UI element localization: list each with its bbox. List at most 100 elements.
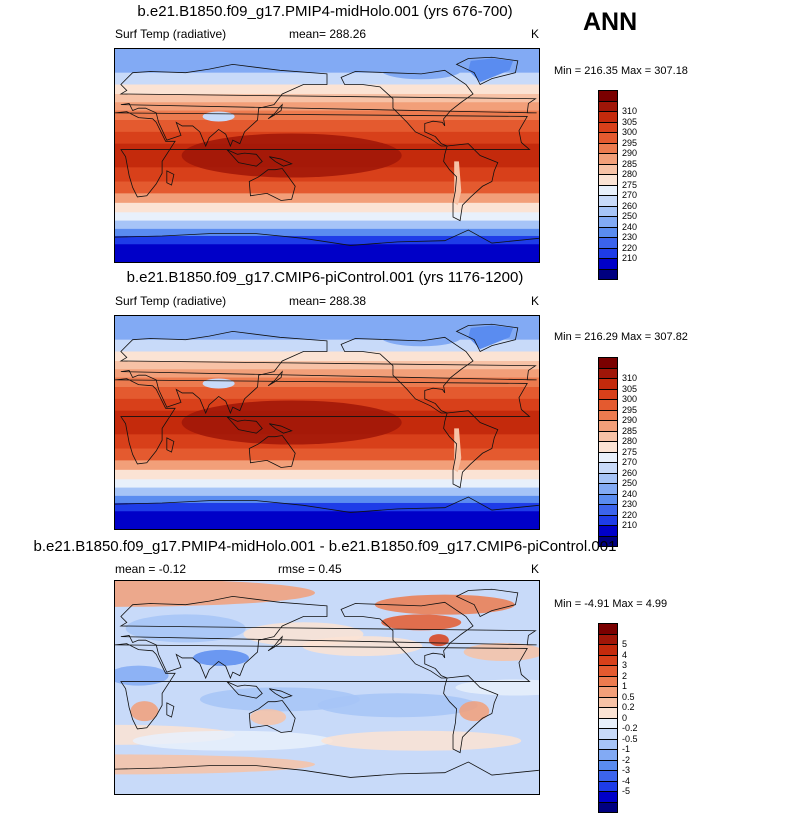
tibetan-plateau xyxy=(203,378,235,388)
difference-anomaly xyxy=(133,731,333,751)
difference-anomaly xyxy=(250,709,286,725)
map-canvas xyxy=(115,316,539,529)
difference-anomaly xyxy=(429,634,449,646)
colorbar-tick-label: -5 xyxy=(622,786,630,796)
warm-pool xyxy=(182,134,402,178)
colorbar-tick-label: 0 xyxy=(622,713,627,723)
panel2-surface-temperature-map xyxy=(114,315,540,530)
colorbar-tick-label: 310 xyxy=(622,373,637,383)
panel1-units-label: K xyxy=(531,27,539,41)
panel1-mean-label: mean= 288.26 xyxy=(289,27,366,41)
colorbar-tick-label: 280 xyxy=(622,169,637,179)
panel3-title: b.e21.B1850.f09_g17.PMIP4-midHolo.001 - … xyxy=(0,538,650,555)
temperature-band xyxy=(115,212,539,221)
colorbar-tick-label: 305 xyxy=(622,117,637,127)
colorbar-tick-label: 270 xyxy=(622,457,637,467)
map-canvas xyxy=(115,49,539,262)
difference-anomaly xyxy=(459,701,489,721)
panel1-surface-temperature-map xyxy=(114,48,540,263)
colorbar-tick-label: 285 xyxy=(622,159,637,169)
temperature-band xyxy=(115,470,539,480)
temperature-band xyxy=(115,221,539,230)
panel3-difference-map xyxy=(114,580,540,795)
colorbar-tick-label: 285 xyxy=(622,426,637,436)
colorbar-tick-label: 230 xyxy=(622,499,637,509)
tibetan-plateau xyxy=(203,111,235,121)
colorbar-tick-label: 1 xyxy=(622,681,627,691)
colorbar-tick-label: 2 xyxy=(622,671,627,681)
panel3-rmse-label: rmse = 0.45 xyxy=(278,562,342,576)
colorbar-tick-label: 240 xyxy=(622,222,637,232)
colorbar-tick-label: 210 xyxy=(622,253,637,263)
colorbar-tick-label: -1 xyxy=(622,744,630,754)
colorbar-swatch xyxy=(598,802,618,813)
panel3-mean-label: mean = -0.12 xyxy=(115,562,186,576)
temperature-band xyxy=(115,193,539,203)
temperature-band xyxy=(115,488,539,497)
colorbar-tick-label: 260 xyxy=(622,468,637,478)
temperature-band xyxy=(115,479,539,488)
panel2-title: b.e21.B1850.f09_g17.CMIP6-piControl.001 … xyxy=(0,269,650,286)
colorbar-tick-label: 275 xyxy=(622,447,637,457)
colorbar-tick-label: -2 xyxy=(622,755,630,765)
colorbar-tick-label: 220 xyxy=(622,243,637,253)
panel1-title: b.e21.B1850.f09_g17.PMIP4-midHolo.001 (y… xyxy=(0,3,650,20)
colorbar-tick-label: 3 xyxy=(622,660,627,670)
difference-anomaly xyxy=(302,636,422,656)
temperature-band xyxy=(115,460,539,470)
temperature-band xyxy=(115,503,539,512)
map-canvas xyxy=(115,581,539,794)
colorbar-tick-label: 295 xyxy=(622,138,637,148)
temperature-band xyxy=(115,244,539,262)
colorbar-tick-label: 300 xyxy=(622,127,637,137)
colorbar-tick-label: 280 xyxy=(622,436,637,446)
panel3-minmax-label: Min = -4.91 Max = 4.99 xyxy=(554,598,667,610)
panel1-minmax-label: Min = 216.35 Max = 307.18 xyxy=(554,65,688,77)
temperature-band xyxy=(115,203,539,213)
difference-anomaly xyxy=(321,731,521,751)
temperature-band xyxy=(115,102,539,111)
colorbar-tick-label: 295 xyxy=(622,405,637,415)
colorbar-tick-label: -0.2 xyxy=(622,723,638,733)
panel2-minmax-label: Min = 216.29 Max = 307.82 xyxy=(554,331,688,343)
panel3-units-label: K xyxy=(531,562,539,576)
colorbar-tick-label: 250 xyxy=(622,478,637,488)
colorbar-tick-label: 300 xyxy=(622,394,637,404)
temperature-band xyxy=(115,182,539,194)
temperature-band xyxy=(115,85,539,95)
panel2-mean-label: mean= 288.38 xyxy=(289,294,366,308)
colorbar-tick-label: 230 xyxy=(622,232,637,242)
panel2-variable-label: Surf Temp (radiative) xyxy=(115,294,226,308)
colorbar-tick-label: -4 xyxy=(622,776,630,786)
colorbar-tick-label: 260 xyxy=(622,201,637,211)
colorbar-tick-label: 0.5 xyxy=(622,692,635,702)
colorbar-tick-label: 210 xyxy=(622,520,637,530)
colorbar-tick-label: 310 xyxy=(622,106,637,116)
colorbar-tick-label: 305 xyxy=(622,384,637,394)
colorbar-tick-label: 0.2 xyxy=(622,702,635,712)
colorbar-tick-label: 270 xyxy=(622,190,637,200)
panel1-variable-label: Surf Temp (radiative) xyxy=(115,27,226,41)
colorbar-tick-label: 5 xyxy=(622,639,627,649)
difference-anomaly xyxy=(381,614,461,630)
colorbar-tick-label: 240 xyxy=(622,489,637,499)
panel2-units-label: K xyxy=(531,294,539,308)
temperature-band xyxy=(115,352,539,362)
colorbar-tick-label: 275 xyxy=(622,180,637,190)
colorbar-tick-label: 290 xyxy=(622,415,637,425)
warm-pool xyxy=(182,401,402,445)
colorbar-tick-label: 220 xyxy=(622,510,637,520)
colorbar-tick-label: 4 xyxy=(622,650,627,660)
temperature-band xyxy=(115,369,539,378)
colorbar-tick-label: -3 xyxy=(622,765,630,775)
temperature-band xyxy=(115,120,539,132)
temperature-band xyxy=(115,511,539,529)
colorbar-tick-label: -0.5 xyxy=(622,734,638,744)
colorbar-tick-label: 290 xyxy=(622,148,637,158)
colorbar-tick-label: 250 xyxy=(622,211,637,221)
temperature-band xyxy=(115,449,539,461)
temperature-band xyxy=(115,236,539,245)
